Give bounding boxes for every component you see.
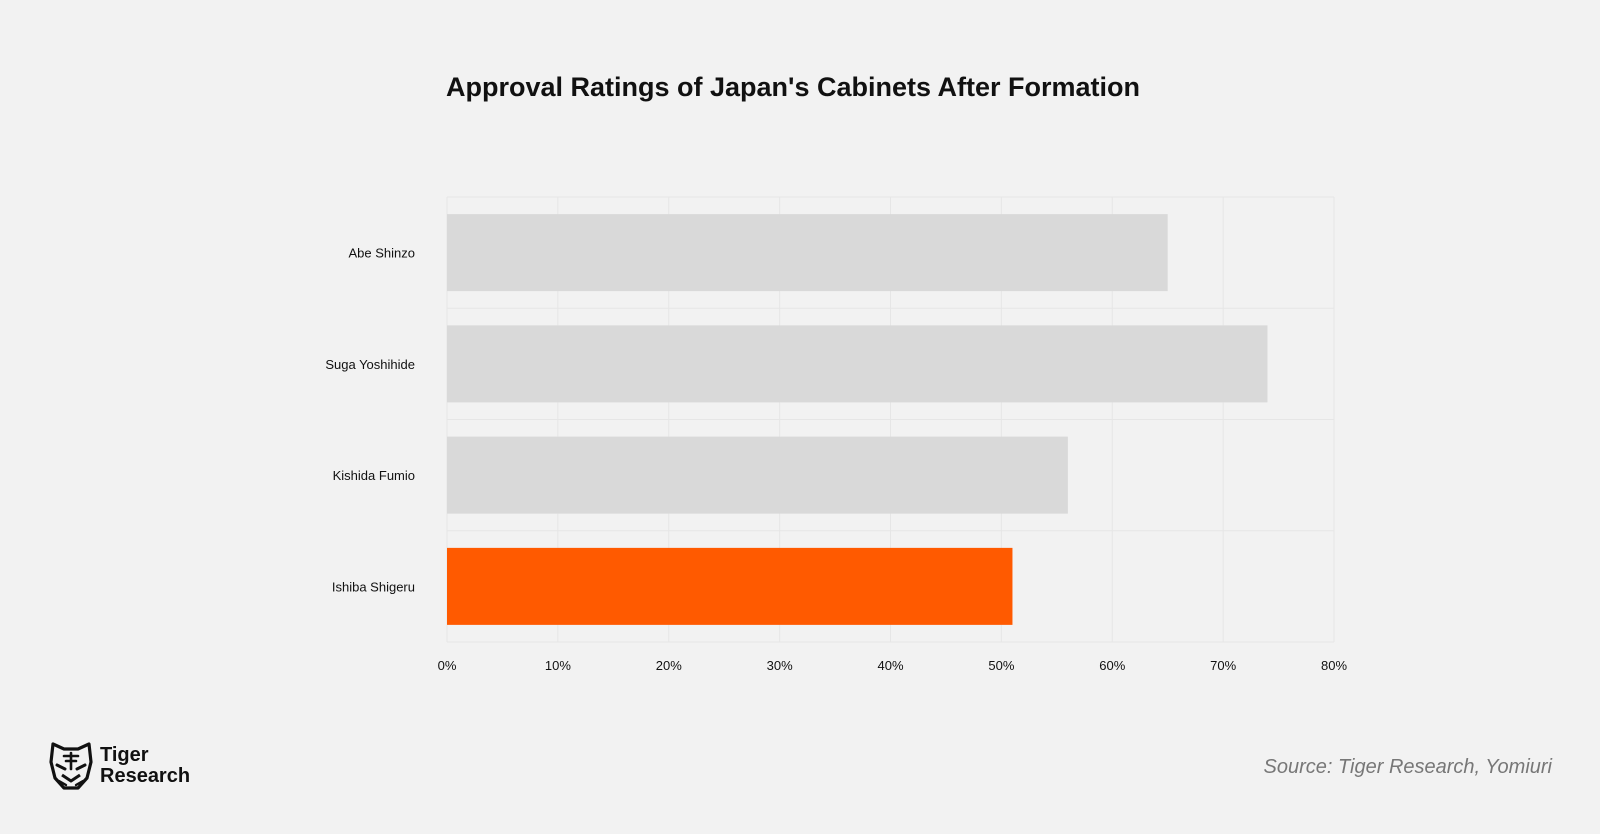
x-tick-label-0: 0%: [438, 658, 457, 673]
x-tick-label-2: 20%: [656, 658, 682, 673]
bars: [447, 214, 1268, 625]
brand-name-line1: Tiger: [100, 744, 149, 766]
category-label-2: Kishida Fumio: [333, 468, 415, 483]
chart-title: Approval Ratings of Japan's Cabinets Aft…: [446, 72, 1141, 102]
x-tick-label-7: 70%: [1210, 658, 1236, 673]
source-note: Source: Tiger Research, Yomiuri: [1263, 756, 1552, 778]
bar-0: [447, 214, 1168, 292]
x-tick-labels: 0% 10% 20% 30% 40% 50% 60% 70% 80%: [438, 658, 1348, 673]
bar-3: [447, 547, 1013, 625]
category-label-0: Abe Shinzo: [349, 246, 416, 261]
category-labels: Abe Shinzo Suga Yoshihide Kishida Fumio Ish…: [325, 246, 415, 595]
x-tick-label-4: 40%: [877, 658, 903, 673]
x-tick-label-5: 50%: [988, 658, 1014, 673]
tiger-head-icon: [49, 742, 93, 790]
bar-chart: Abe Shinzo Suga Yoshihide Kishida Fumio Ish…: [325, 196, 1348, 673]
x-tick-label-8: 80%: [1321, 658, 1347, 673]
x-tick-label-6: 60%: [1099, 658, 1125, 673]
category-label-3: Ishiba Shigeru: [332, 579, 415, 594]
x-tick-label-3: 30%: [767, 658, 793, 673]
x-tick-label-1: 10%: [545, 658, 571, 673]
bar-2: [447, 436, 1068, 514]
brand-logo: Tiger Research: [48, 740, 190, 792]
category-label-1: Suga Yoshihide: [325, 357, 415, 372]
bar-1: [447, 325, 1268, 403]
brand-name-line2: Research: [100, 765, 191, 787]
